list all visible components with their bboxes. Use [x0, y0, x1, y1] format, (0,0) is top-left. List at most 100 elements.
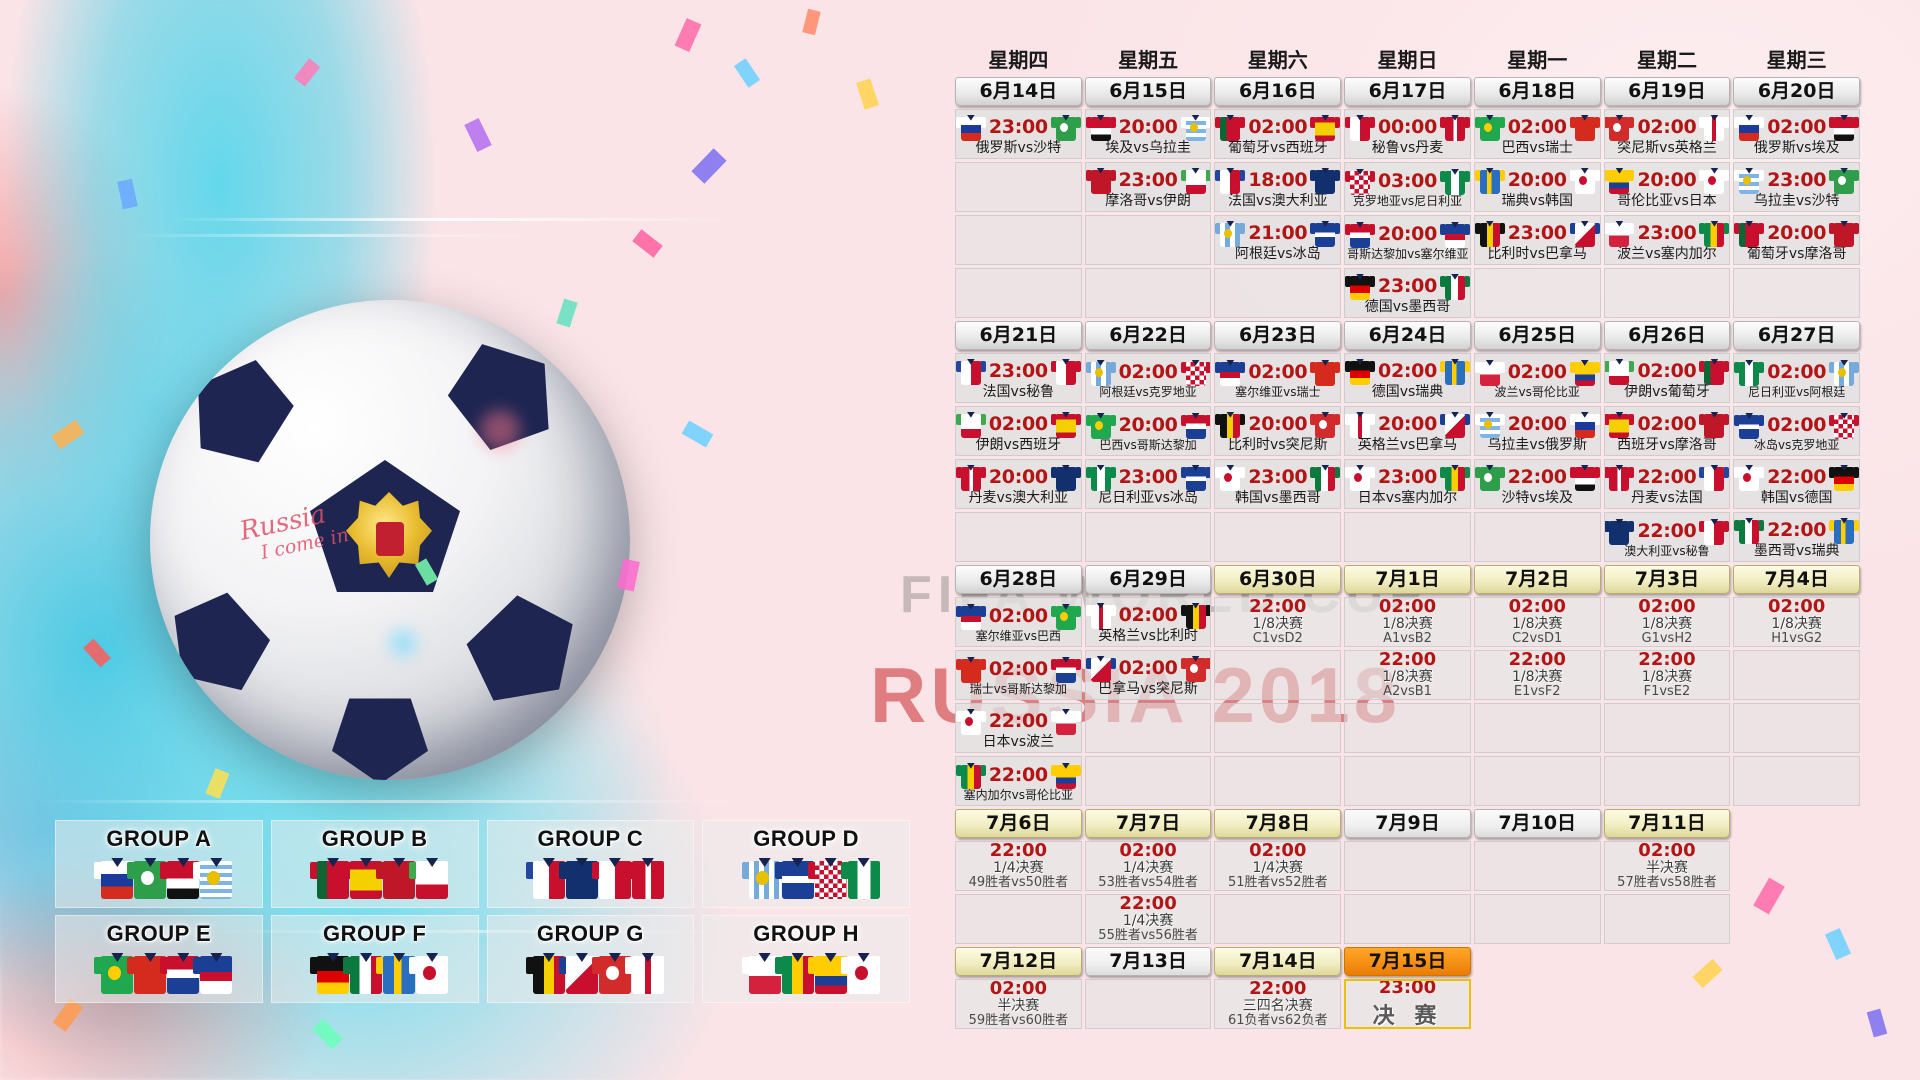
date-header-6月25日[interactable]: 6月25日 — [1473, 321, 1601, 350]
group-box-group-h[interactable]: GROUP H — [702, 915, 910, 1003]
match-cell[interactable]: 23:00 德国vs墨西哥 — [1344, 268, 1471, 318]
match-cell[interactable]: 23:00 比利时vs巴拿马 — [1473, 215, 1601, 265]
date-header-7月10日[interactable]: 7月10日 — [1473, 809, 1601, 838]
match-cell-knockout[interactable]: 22:00 1/8决赛 E1vsF2 — [1473, 650, 1601, 700]
match-cell-knockout[interactable]: 22:00 1/8决赛 C1vsD2 — [1214, 597, 1342, 647]
date-header-6月14日[interactable]: 6月14日 — [955, 77, 1082, 106]
date-header-7月7日[interactable]: 7月7日 — [1084, 809, 1212, 838]
match-cell-knockout[interactable]: 02:00 1/8决赛 H1vsG2 — [1733, 597, 1861, 647]
date-header-6月18日[interactable]: 6月18日 — [1473, 77, 1601, 106]
date-header-6月23日[interactable]: 6月23日 — [1214, 321, 1342, 350]
match-cell-knockout[interactable]: 22:00 1/4决赛 49胜者vs50胜者 — [955, 841, 1082, 891]
date-header-6月29日[interactable]: 6月29日 — [1084, 565, 1212, 594]
match-cell-knockout[interactable]: 02:00 1/4决赛 51胜者vs52胜者 — [1214, 841, 1342, 891]
match-cell[interactable]: 22:00 丹麦vs法国 — [1603, 459, 1731, 509]
match-cell[interactable]: 23:00 尼日利亚vs冰岛 — [1084, 459, 1212, 509]
match-cell-knockout[interactable]: 02:00 1/4决赛 53胜者vs54胜者 — [1084, 841, 1212, 891]
date-header-7月4日[interactable]: 7月4日 — [1733, 565, 1861, 594]
match-cell[interactable]: 02:00 阿根廷vs克罗地亚 — [1084, 353, 1212, 403]
match-cell[interactable]: 22:00 澳大利亚vs秘鲁 — [1603, 512, 1731, 562]
match-cell[interactable]: 02:00 英格兰vs比利时 — [1084, 597, 1212, 647]
match-cell-knockout[interactable]: 22:00 1/8决赛 F1vsE2 — [1603, 650, 1731, 700]
group-box-group-c[interactable]: GROUP C — [486, 820, 695, 908]
date-header-7月14日[interactable]: 7月14日 — [1214, 947, 1342, 976]
date-header-7月8日[interactable]: 7月8日 — [1214, 809, 1342, 838]
match-cell[interactable]: 20:00 乌拉圭vs俄罗斯 — [1473, 406, 1601, 456]
date-header-6月27日[interactable]: 6月27日 — [1733, 321, 1861, 350]
match-cell[interactable]: 23:00 法国vs秘鲁 — [955, 353, 1082, 403]
match-cell[interactable]: 02:00 瑞士vs哥斯达黎加 — [955, 650, 1082, 700]
match-cell[interactable]: 22:00 韩国vs德国 — [1733, 459, 1861, 509]
match-cell-knockout[interactable]: 02:00 1/8决赛 A1vsB2 — [1344, 597, 1471, 647]
date-header-6月26日[interactable]: 6月26日 — [1603, 321, 1731, 350]
match-cell-knockout[interactable]: 22:00 1/8决赛 A2vsB1 — [1344, 650, 1471, 700]
match-cell[interactable]: 20:00 丹麦vs澳大利亚 — [955, 459, 1082, 509]
match-cell[interactable]: 02:00 德国vs瑞典 — [1344, 353, 1471, 403]
match-cell[interactable]: 20:00 瑞典vs韩国 — [1473, 162, 1601, 212]
group-box-group-e[interactable]: GROUP E — [55, 915, 263, 1003]
match-cell[interactable]: 22:00 墨西哥vs瑞典 — [1733, 512, 1861, 562]
date-header-6月22日[interactable]: 6月22日 — [1084, 321, 1212, 350]
match-cell[interactable]: 20:00 哥伦比亚vs日本 — [1603, 162, 1731, 212]
date-header-7月12日[interactable]: 7月12日 — [955, 947, 1082, 976]
match-cell-knockout[interactable]: 02:00 1/8决赛 G1vsH2 — [1603, 597, 1731, 647]
match-cell[interactable]: 23:00 韩国vs墨西哥 — [1214, 459, 1342, 509]
match-cell[interactable]: 03:00 克罗地亚vs尼日利亚 — [1344, 162, 1471, 212]
match-cell[interactable]: 00:00 秘鲁vs丹麦 — [1344, 109, 1471, 159]
match-cell[interactable]: 22:00 日本vs波兰 — [955, 703, 1082, 753]
date-header-6月17日[interactable]: 6月17日 — [1344, 77, 1471, 106]
group-box-group-a[interactable]: GROUP A — [55, 820, 263, 908]
match-cell[interactable]: 02:00 巴西vs瑞士 — [1473, 109, 1601, 159]
date-header-7月6日[interactable]: 7月6日 — [955, 809, 1082, 838]
match-cell[interactable]: 02:00 塞尔维亚vs巴西 — [955, 597, 1082, 647]
match-cell-knockout[interactable]: 02:00 半决赛 59胜者vs60胜者 — [955, 979, 1082, 1029]
date-header-6月30日[interactable]: 6月30日 — [1214, 565, 1342, 594]
date-header-6月19日[interactable]: 6月19日 — [1603, 77, 1731, 106]
match-cell[interactable]: 02:00 西班牙vs摩洛哥 — [1603, 406, 1731, 456]
match-cell[interactable]: 02:00 葡萄牙vs西班牙 — [1214, 109, 1342, 159]
match-cell-knockout[interactable]: 02:00 半决赛 57胜者vs58胜者 — [1603, 841, 1731, 891]
match-cell[interactable]: 02:00 伊朗vs西班牙 — [955, 406, 1082, 456]
date-header-6月28日[interactable]: 6月28日 — [955, 565, 1082, 594]
group-box-group-b[interactable]: GROUP B — [270, 820, 479, 908]
match-cell[interactable]: 02:00 伊朗vs葡萄牙 — [1603, 353, 1731, 403]
match-cell[interactable]: 20:00 英格兰vs巴拿马 — [1344, 406, 1471, 456]
match-cell-final[interactable]: 23:00 决 赛 — [1344, 979, 1471, 1029]
date-header-6月21日[interactable]: 6月21日 — [955, 321, 1082, 350]
match-cell[interactable]: 02:00 俄罗斯vs埃及 — [1733, 109, 1861, 159]
date-header-7月1日[interactable]: 7月1日 — [1344, 565, 1471, 594]
date-header-6月20日[interactable]: 6月20日 — [1733, 77, 1861, 106]
date-header-6月24日[interactable]: 6月24日 — [1344, 321, 1471, 350]
match-cell[interactable]: 02:00 冰岛vs克罗地亚 — [1733, 406, 1861, 456]
match-cell[interactable]: 02:00 巴拿马vs突尼斯 — [1084, 650, 1212, 700]
match-cell[interactable]: 20:00 葡萄牙vs摩洛哥 — [1733, 215, 1861, 265]
group-box-group-f[interactable]: GROUP F — [270, 915, 479, 1003]
match-cell[interactable]: 22:00 沙特vs埃及 — [1473, 459, 1601, 509]
group-box-group-d[interactable]: GROUP D — [702, 820, 910, 908]
date-header-7月15日[interactable]: 7月15日 — [1344, 947, 1471, 976]
date-header-7月3日[interactable]: 7月3日 — [1603, 565, 1731, 594]
date-header-7月13日[interactable]: 7月13日 — [1084, 947, 1212, 976]
date-header-7月9日[interactable]: 7月9日 — [1344, 809, 1471, 838]
group-box-group-g[interactable]: GROUP G — [486, 915, 695, 1003]
match-cell[interactable]: 20:00 巴西vs哥斯达黎加 — [1084, 406, 1212, 456]
date-header-7月2日[interactable]: 7月2日 — [1473, 565, 1601, 594]
date-header-6月16日[interactable]: 6月16日 — [1214, 77, 1342, 106]
match-cell[interactable]: 21:00 阿根廷vs冰岛 — [1214, 215, 1342, 265]
match-cell[interactable]: 23:00 波兰vs塞内加尔 — [1603, 215, 1731, 265]
match-cell[interactable]: 23:00 乌拉圭vs沙特 — [1733, 162, 1861, 212]
match-cell[interactable]: 23:00 日本vs塞内加尔 — [1344, 459, 1471, 509]
match-cell[interactable]: 20:00 埃及vs乌拉圭 — [1084, 109, 1212, 159]
date-header-7月11日[interactable]: 7月11日 — [1603, 809, 1731, 838]
match-cell[interactable]: 02:00 突尼斯vs英格兰 — [1603, 109, 1731, 159]
match-cell[interactable]: 20:00 比利时vs突尼斯 — [1214, 406, 1342, 456]
match-cell[interactable]: 23:00 摩洛哥vs伊朗 — [1084, 162, 1212, 212]
match-cell-knockout[interactable]: 22:00 三四名决赛 61负者vs62负者 — [1214, 979, 1342, 1029]
match-cell[interactable]: 02:00 波兰vs哥伦比亚 — [1473, 353, 1601, 403]
match-cell[interactable]: 23:00 俄罗斯vs沙特 — [955, 109, 1082, 159]
match-cell-knockout[interactable]: 02:00 1/8决赛 C2vsD1 — [1473, 597, 1601, 647]
match-cell[interactable]: 02:00 尼日利亚vs阿根廷 — [1733, 353, 1861, 403]
match-cell-knockout[interactable]: 22:00 1/4决赛 55胜者vs56胜者 — [1084, 894, 1212, 944]
match-cell[interactable]: 02:00 塞尔维亚vs瑞士 — [1214, 353, 1342, 403]
match-cell[interactable]: 20:00 哥斯达黎加vs塞尔维亚 — [1344, 215, 1471, 265]
